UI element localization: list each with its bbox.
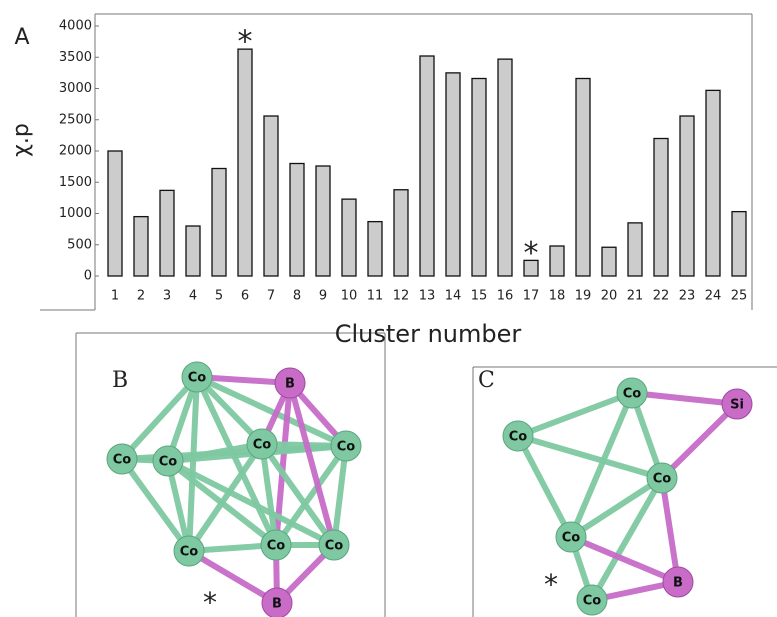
bar	[212, 169, 226, 277]
atom-label: Co	[113, 453, 132, 468]
atom-label: Co	[253, 438, 272, 453]
x-tick-label: 22	[653, 289, 670, 304]
annotation-marker: *	[238, 25, 253, 60]
x-tick-label: 6	[241, 289, 249, 304]
x-tick-label: 12	[393, 289, 410, 304]
bar	[134, 217, 148, 276]
bar	[368, 222, 382, 276]
bar	[680, 116, 694, 276]
x-tick-label: 11	[367, 289, 384, 304]
x-tick-label: 8	[293, 289, 301, 304]
atom-label: Si	[730, 398, 744, 413]
x-tick-label: 4	[189, 289, 197, 304]
x-tick-label: 15	[471, 289, 488, 304]
bar	[706, 90, 720, 276]
panel-label: C	[478, 368, 495, 393]
x-tick-label: 1	[111, 289, 119, 304]
y-tick-label: 4000	[59, 19, 92, 34]
y-tick-label: 3000	[59, 81, 92, 96]
x-tick-label: 24	[705, 289, 722, 304]
x-tick-label: 21	[627, 289, 644, 304]
x-tick-label: 23	[679, 289, 696, 304]
x-tick-label: 2	[137, 289, 145, 304]
bar	[264, 116, 278, 276]
bond	[592, 478, 662, 600]
bar	[498, 59, 512, 276]
y-tick-label: 3500	[59, 50, 92, 65]
atom-label: Co	[159, 455, 178, 470]
bar	[602, 247, 616, 276]
bar	[628, 223, 642, 276]
x-tick-label: 13	[419, 289, 436, 304]
x-tick-label: 25	[731, 289, 748, 304]
x-tick-label: 14	[445, 289, 462, 304]
x-tick-label: 3	[163, 289, 171, 304]
x-tick-label: 16	[497, 289, 514, 304]
bar	[654, 139, 668, 277]
atom-label: B	[673, 576, 683, 591]
x-tick-label: 18	[549, 289, 566, 304]
panel-label: B	[112, 368, 128, 393]
bar	[342, 199, 356, 276]
x-tick-label: 7	[267, 289, 275, 304]
y-tick-label: 2500	[59, 112, 92, 127]
y-tick-label: 0	[84, 269, 92, 284]
bar	[238, 49, 252, 276]
bar	[290, 164, 304, 277]
annotation-marker: *	[524, 236, 539, 271]
x-tick-label: 20	[601, 289, 618, 304]
bar	[732, 212, 746, 276]
atom-label: Co	[509, 430, 528, 445]
atom-label: B	[272, 597, 282, 612]
molecule: Co B Co Co Co Co Co Co Co B	[107, 362, 361, 617]
atom-label: Co	[562, 531, 581, 546]
bar	[472, 79, 486, 277]
bar	[394, 190, 408, 276]
y-tick-label: 500	[67, 237, 92, 252]
y-axis-label: χ.p	[9, 123, 34, 157]
figure: A χ.p Cluster number 0 500 1000 1500 2000 250…	[0, 0, 777, 617]
bar	[420, 56, 434, 276]
x-tick-label: 5	[215, 289, 223, 304]
bond	[662, 478, 678, 582]
y-tick-label: 1000	[59, 206, 92, 221]
panel-marker: *	[203, 586, 217, 617]
bar	[576, 79, 590, 277]
atom-label: Co	[325, 539, 344, 554]
molecule: Co Si Co Co Co B Co	[503, 378, 752, 615]
bar	[446, 73, 460, 276]
bar	[550, 246, 564, 276]
x-tick-label: 9	[319, 289, 327, 304]
y-tick-label: 1500	[59, 175, 92, 190]
panel-label: A	[14, 25, 29, 50]
atom-label: Co	[337, 440, 356, 455]
atom-label: Co	[653, 472, 672, 487]
bond	[632, 393, 737, 404]
bond	[662, 404, 737, 478]
atom-label: Co	[623, 387, 642, 402]
bar	[160, 190, 174, 276]
bar	[186, 226, 200, 276]
y-tick-label: 2000	[59, 144, 92, 159]
atom-label: B	[285, 377, 295, 392]
bar	[108, 151, 122, 276]
bar	[316, 166, 330, 276]
atom-label: Co	[180, 545, 199, 560]
atom-label: Co	[267, 539, 286, 554]
x-tick-label: 10	[341, 289, 358, 304]
atom-label: Co	[583, 594, 602, 609]
x-tick-label: 19	[575, 289, 592, 304]
x-axis-label: Cluster number	[335, 320, 522, 348]
atom-label: Co	[188, 371, 207, 386]
panel-marker: *	[544, 568, 558, 601]
x-tick-label: 17	[523, 289, 540, 304]
